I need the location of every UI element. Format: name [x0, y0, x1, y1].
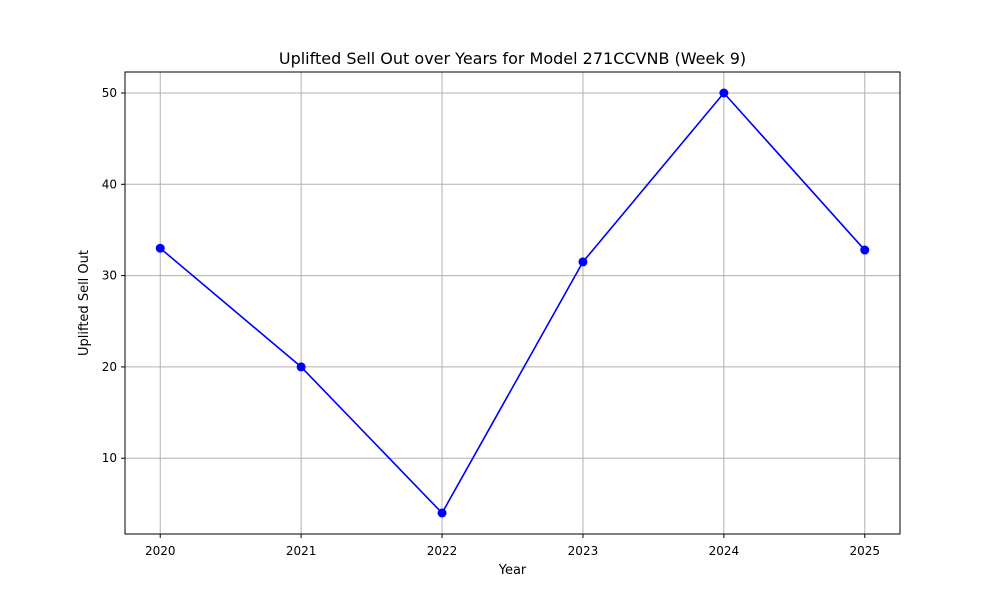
chart-title: Uplifted Sell Out over Years for Model 2…	[279, 49, 746, 68]
data-point	[296, 362, 306, 372]
tick-layer: 2020 2021 2022 2023 2024 2025 10 20 30 40 50	[102, 86, 880, 558]
data-point	[719, 88, 729, 98]
y-tick-label: 20	[102, 360, 117, 374]
grid-layer	[125, 72, 900, 534]
y-axis-label: Uplifted Sell Out	[77, 250, 92, 356]
data-point	[578, 257, 588, 267]
series-line	[159, 92, 866, 514]
x-axis-label: Year	[498, 563, 527, 578]
y-tick-label: 10	[102, 451, 117, 465]
x-tick-label: 2022	[427, 544, 458, 558]
data-point	[437, 508, 447, 518]
data-point	[155, 243, 165, 253]
x-tick-label: 2021	[286, 544, 317, 558]
x-tick-label: 2024	[709, 544, 740, 558]
x-tick-label: 2023	[568, 544, 599, 558]
data-point	[860, 245, 870, 255]
series-layer	[155, 88, 870, 518]
y-tick-label: 50	[102, 86, 117, 100]
x-tick-label: 2020	[145, 544, 176, 558]
y-tick-label: 30	[102, 269, 117, 283]
x-tick-label: 2025	[849, 544, 880, 558]
plot-frame	[124, 71, 901, 535]
y-tick-label: 40	[102, 177, 117, 191]
